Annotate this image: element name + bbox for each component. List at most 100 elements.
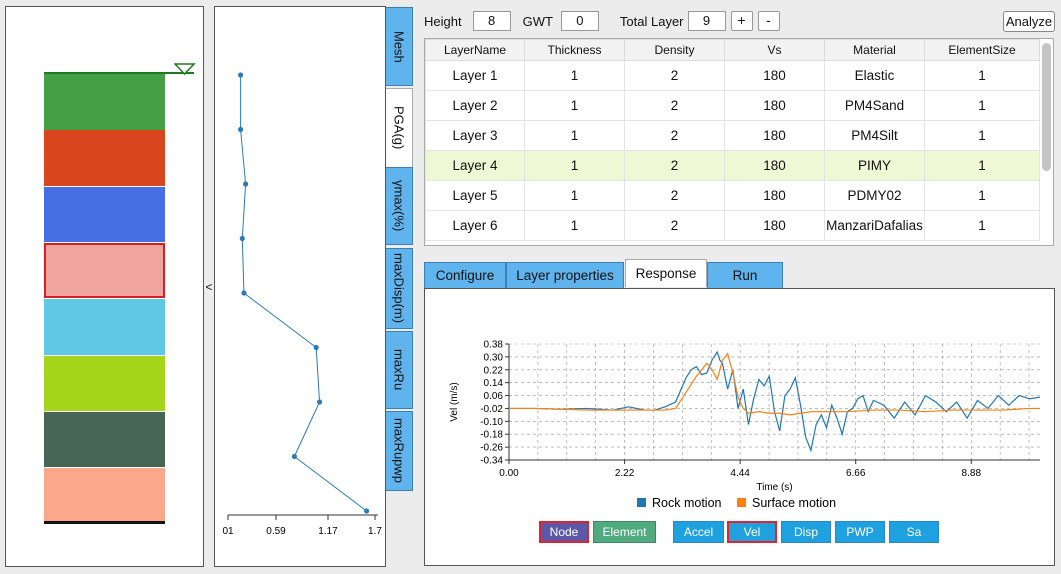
y-tick-label: -0.34	[480, 456, 503, 467]
table-cell[interactable]: 1	[524, 210, 625, 241]
table-row[interactable]: Layer 1 1 2 180 Elastic 1	[425, 60, 1040, 91]
y-tick-label: -0.26	[480, 443, 503, 454]
table-cell[interactable]: Layer 5	[425, 180, 525, 211]
side-tab-0[interactable]: Mesh	[386, 7, 413, 86]
legend-label[interactable]: Rock motion	[652, 496, 722, 510]
side-tab-2[interactable]: γmax(%)	[386, 167, 413, 245]
column-header[interactable]: Material	[824, 39, 925, 61]
result-button-3[interactable]: Vel	[727, 521, 777, 543]
height-input[interactable]: 8	[472, 11, 511, 31]
soil-layer-8[interactable]	[44, 468, 165, 524]
soil-layer-6[interactable]	[44, 355, 165, 411]
table-cell[interactable]: 1	[524, 120, 625, 151]
table-cell[interactable]: 1	[524, 150, 625, 181]
table-cell[interactable]: 1	[924, 60, 1040, 91]
table-cell[interactable]: ManzariDafalias	[824, 210, 925, 241]
table-row[interactable]: Layer 6 1 2 180 ManzariDafalias 1	[425, 210, 1040, 241]
table-row[interactable]: Layer 4 1 2 180 PIMY 1	[425, 150, 1040, 181]
result-button-2[interactable]: Accel	[673, 521, 724, 543]
series-line-0	[509, 350, 1041, 453]
water-table-icon	[174, 63, 196, 75]
main-tab-0[interactable]: Configure	[424, 262, 506, 289]
layer-table: LayerName Thickness Density Vs Material Eleme…	[424, 38, 1054, 246]
table-cell[interactable]: PIMY	[824, 150, 925, 181]
table-cell[interactable]: 1	[524, 60, 625, 91]
table-scrollbar[interactable]	[1042, 43, 1051, 171]
main-tab-1[interactable]: Layer properties	[506, 262, 624, 289]
table-cell[interactable]: 1	[924, 180, 1040, 211]
soil-layer-5[interactable]	[44, 299, 165, 355]
pga-profile-panel: 01 0.59 1.17 1.7	[214, 6, 386, 567]
table-row[interactable]: Layer 3 1 2 180 PM4Silt 1	[425, 120, 1040, 151]
side-tab-1[interactable]: PGA(g)	[386, 88, 413, 168]
collapse-toggle[interactable]: <	[205, 280, 213, 294]
result-button-1[interactable]: Element	[593, 521, 656, 543]
table-cell[interactable]: 1	[924, 90, 1040, 121]
pga-point	[239, 235, 245, 242]
pga-point	[243, 181, 249, 187]
table-cell[interactable]: 2	[624, 210, 725, 241]
column-header[interactable]: Vs	[724, 39, 825, 61]
table-cell[interactable]: 1	[524, 180, 625, 211]
column-header[interactable]: Thickness	[524, 39, 625, 61]
legend-label[interactable]: Surface motion	[752, 496, 836, 510]
table-cell[interactable]: 2	[624, 120, 725, 151]
result-button-0[interactable]: Node	[539, 521, 589, 543]
side-tab-label: PGA(g)	[391, 106, 407, 150]
pga-point	[238, 126, 244, 133]
table-cell[interactable]: Layer 6	[425, 210, 525, 241]
column-header[interactable]: LayerName	[425, 39, 525, 61]
table-cell[interactable]: 180	[724, 180, 825, 211]
soil-layer-4[interactable]	[44, 242, 165, 299]
remove-layer-button[interactable]: -	[757, 11, 780, 31]
table-row[interactable]: Layer 5 1 2 180 PDMY02 1	[425, 180, 1040, 211]
table-cell[interactable]: 180	[724, 120, 825, 151]
table-cell[interactable]: 2	[624, 60, 725, 91]
soil-layer-3[interactable]	[44, 186, 165, 243]
table-cell[interactable]: 1	[924, 150, 1040, 181]
x-tick-label: 0.00	[499, 468, 519, 479]
table-cell[interactable]: 180	[724, 150, 825, 181]
table-cell[interactable]: 1	[524, 90, 625, 121]
side-tab-5[interactable]: maxRupwp	[386, 411, 413, 491]
table-cell[interactable]: 180	[724, 90, 825, 121]
table-row[interactable]: Layer 2 1 2 180 PM4Sand 1	[425, 90, 1040, 121]
table-cell[interactable]: 2	[624, 150, 725, 181]
table-cell[interactable]: 2	[624, 90, 725, 121]
total-layer-input[interactable]: 9	[687, 11, 726, 31]
column-header[interactable]: ElementSize	[924, 39, 1040, 61]
table-cell[interactable]: Elastic	[824, 60, 925, 91]
table-cell[interactable]: 2	[624, 180, 725, 211]
result-button-5[interactable]: PWP	[835, 521, 885, 543]
soil-layer-1[interactable]	[44, 74, 165, 130]
table-cell[interactable]: 1	[924, 210, 1040, 241]
main-tab-2[interactable]: Response	[625, 259, 707, 287]
table-cell[interactable]: 1	[924, 120, 1040, 151]
table-cell[interactable]: Layer 1	[425, 60, 525, 91]
table-cell[interactable]: PDMY02	[824, 180, 925, 211]
y-axis-label: Vel (m/s)	[449, 382, 460, 421]
soil-layer-2[interactable]	[44, 130, 165, 186]
analyze-button[interactable]: Analyze	[1003, 11, 1055, 32]
pga-point	[241, 290, 247, 296]
pga-point	[313, 344, 319, 351]
table-cell[interactable]: Layer 4	[425, 150, 525, 181]
side-tab-4[interactable]: maxRu	[386, 331, 413, 409]
profile-tick-label: 0.59	[266, 526, 286, 537]
result-button-6[interactable]: Sa	[889, 521, 939, 543]
side-tab-label: Mesh	[391, 30, 407, 63]
table-cell[interactable]: PM4Silt	[824, 120, 925, 151]
table-cell[interactable]: PM4Sand	[824, 90, 925, 121]
column-header[interactable]: Density	[624, 39, 725, 61]
add-layer-button[interactable]: +	[730, 11, 753, 31]
ground-surface-line	[44, 72, 194, 74]
main-tab-3[interactable]: Run	[707, 262, 783, 289]
gwt-input[interactable]: 0	[560, 11, 599, 31]
table-cell[interactable]: Layer 2	[425, 90, 525, 121]
table-cell[interactable]: Layer 3	[425, 120, 525, 151]
table-cell[interactable]: 180	[724, 210, 825, 241]
soil-layer-7[interactable]	[44, 411, 165, 468]
table-cell[interactable]: 180	[724, 60, 825, 91]
result-button-4[interactable]: Disp	[781, 521, 831, 543]
side-tab-3[interactable]: maxDisp(m)	[386, 248, 413, 329]
